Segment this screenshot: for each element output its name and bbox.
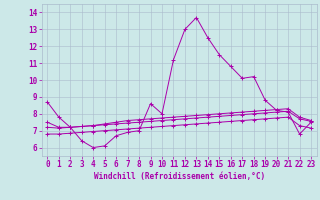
X-axis label: Windchill (Refroidissement éolien,°C): Windchill (Refroidissement éolien,°C) [94, 172, 265, 181]
